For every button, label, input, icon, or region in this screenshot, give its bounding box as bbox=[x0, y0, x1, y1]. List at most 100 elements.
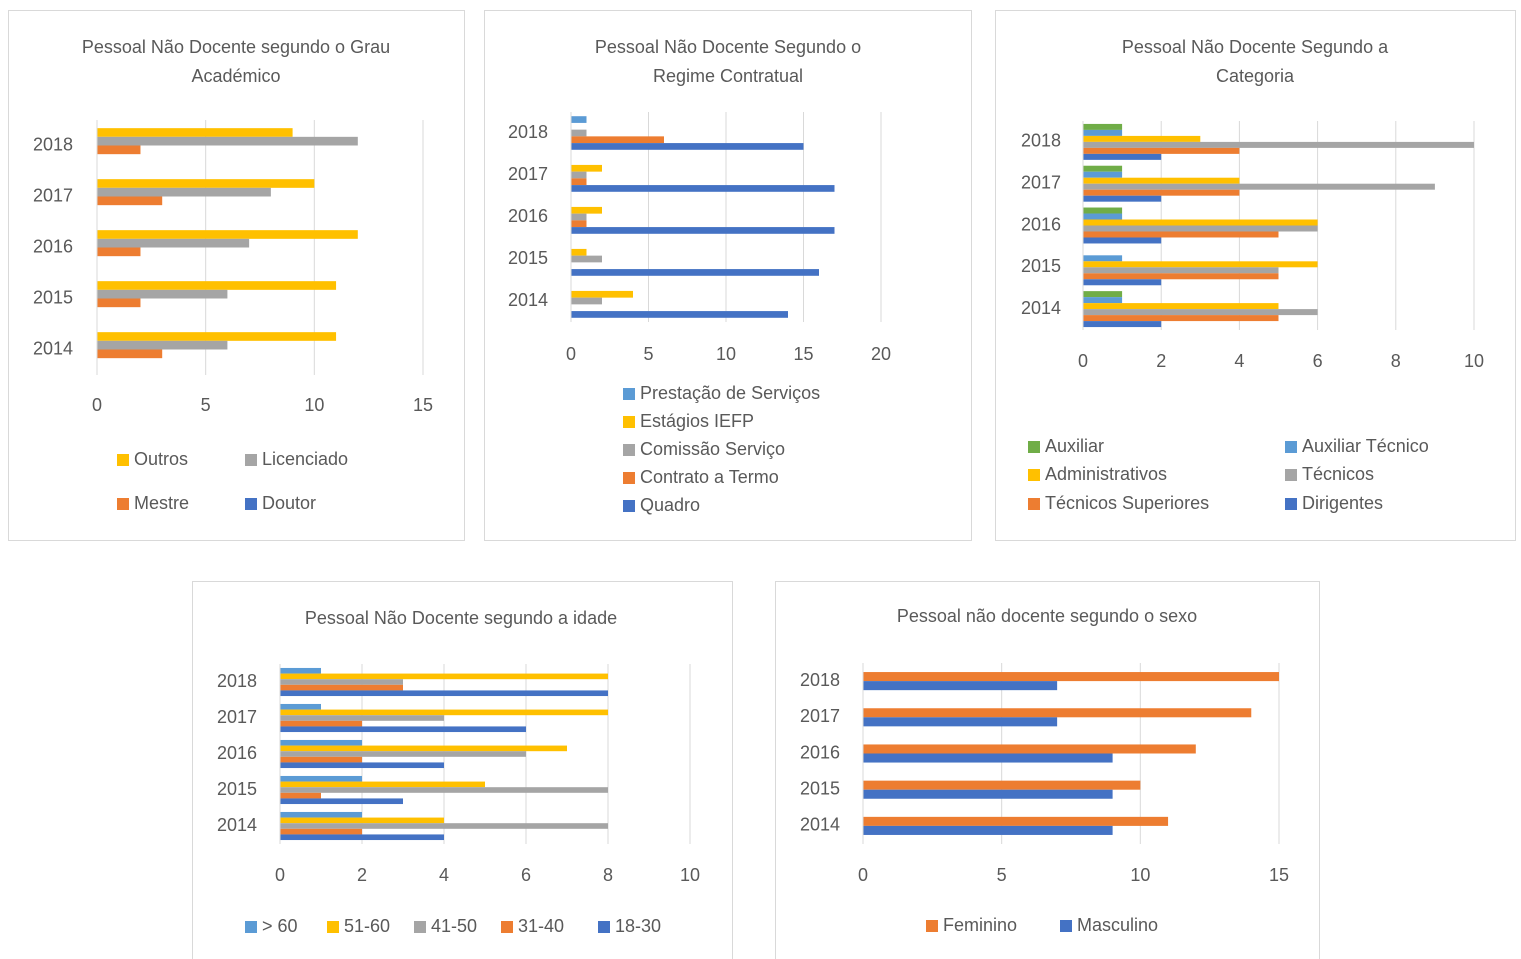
bar bbox=[97, 349, 163, 359]
legend-swatch bbox=[1060, 920, 1072, 932]
bar bbox=[571, 116, 587, 123]
legend-swatch bbox=[623, 416, 635, 428]
chart-title: Pessoal Não Docente Segundo a Categoria bbox=[1121, 37, 1389, 86]
legend-label: Mestre bbox=[134, 493, 189, 513]
x-tick-label: 10 bbox=[304, 395, 324, 415]
bar bbox=[1083, 123, 1123, 130]
legend-label: Feminino bbox=[943, 915, 1017, 935]
chart-title: Pessoal Não Docente segundo a idade bbox=[304, 608, 618, 628]
x-tick-label: 20 bbox=[871, 344, 891, 364]
bar bbox=[571, 220, 587, 228]
bar bbox=[1083, 315, 1279, 322]
bar bbox=[1083, 219, 1318, 226]
bar bbox=[1083, 237, 1162, 244]
x-tick-label: 10 bbox=[680, 865, 700, 885]
bar bbox=[571, 227, 835, 234]
x-tick-label: 15 bbox=[793, 344, 813, 364]
bar bbox=[280, 787, 608, 793]
y-tick-label: 2014 bbox=[217, 815, 257, 835]
x-tick-label: 2 bbox=[1156, 351, 1166, 371]
y-tick-label: 2017 bbox=[800, 706, 840, 726]
bar bbox=[863, 816, 1169, 826]
x-tick-label: 0 bbox=[92, 395, 102, 415]
bar bbox=[280, 792, 321, 799]
bar bbox=[97, 145, 141, 155]
bar bbox=[280, 709, 608, 716]
legend-swatch bbox=[1028, 469, 1040, 481]
bar bbox=[280, 775, 362, 782]
legend-label: 18-30 bbox=[615, 916, 661, 936]
bar bbox=[280, 781, 485, 788]
x-tick-label: 5 bbox=[997, 865, 1007, 885]
bar bbox=[97, 230, 358, 239]
bar bbox=[97, 128, 293, 137]
legend-label: Técnicos Superiores bbox=[1045, 493, 1209, 513]
y-tick-label: 2017 bbox=[1021, 172, 1061, 192]
x-tick-label: 0 bbox=[1078, 351, 1088, 371]
legend-label: Quadro bbox=[640, 495, 700, 515]
x-tick-label: 15 bbox=[413, 395, 433, 415]
y-tick-label: 2018 bbox=[800, 670, 840, 690]
y-tick-label: 2018 bbox=[33, 134, 73, 154]
bar bbox=[97, 247, 141, 257]
bar bbox=[280, 811, 362, 818]
bar bbox=[571, 136, 664, 144]
bar bbox=[97, 238, 250, 248]
bar bbox=[571, 311, 788, 318]
legend-swatch bbox=[1285, 469, 1297, 481]
y-tick-label: 2014 bbox=[508, 290, 548, 310]
bar bbox=[97, 196, 163, 206]
bar bbox=[1083, 153, 1162, 160]
bar bbox=[280, 828, 362, 835]
bar bbox=[1083, 273, 1279, 280]
bar bbox=[1083, 261, 1318, 268]
chart-title: Pessoal Não Docente segundo o Grau Acadé… bbox=[81, 37, 391, 86]
x-tick-label: 4 bbox=[439, 865, 449, 885]
y-tick-label: 2016 bbox=[508, 206, 548, 226]
legend-label: Prestação de Serviços bbox=[640, 383, 820, 403]
bar bbox=[863, 825, 1113, 835]
legend-swatch bbox=[327, 921, 339, 933]
y-tick-label: 2014 bbox=[1021, 298, 1061, 318]
bar bbox=[280, 798, 403, 805]
panel bbox=[775, 581, 1320, 959]
x-tick-label: 6 bbox=[521, 865, 531, 885]
legend-swatch bbox=[245, 921, 257, 933]
legend-label: Comissão Serviço bbox=[640, 439, 785, 459]
bar bbox=[1083, 297, 1123, 304]
bar bbox=[97, 298, 141, 308]
bar bbox=[1083, 213, 1123, 220]
y-tick-label: 2016 bbox=[1021, 214, 1061, 234]
y-tick-label: 2015 bbox=[217, 779, 257, 799]
bar bbox=[97, 179, 315, 188]
y-tick-label: 2015 bbox=[800, 778, 840, 798]
y-tick-label: 2018 bbox=[508, 122, 548, 142]
bar bbox=[571, 213, 587, 221]
panel bbox=[8, 10, 465, 541]
bar bbox=[97, 281, 337, 290]
x-tick-label: 10 bbox=[1130, 865, 1150, 885]
bar bbox=[571, 178, 587, 186]
bar bbox=[280, 667, 321, 674]
bar bbox=[280, 684, 403, 691]
bar bbox=[1083, 267, 1279, 274]
bar bbox=[97, 187, 271, 197]
bar bbox=[863, 744, 1196, 754]
bar bbox=[1083, 183, 1435, 190]
legend-label: Outros bbox=[134, 449, 188, 469]
legend-label: 31-40 bbox=[518, 916, 564, 936]
bar bbox=[571, 164, 602, 172]
bar bbox=[1083, 177, 1240, 184]
legend-label: Auxiliar Técnico bbox=[1302, 436, 1429, 456]
bar bbox=[280, 703, 321, 710]
bar bbox=[280, 720, 362, 727]
legend-label: Masculino bbox=[1077, 915, 1158, 935]
legend-label: Técnicos bbox=[1302, 464, 1374, 484]
bar bbox=[280, 762, 444, 769]
bar bbox=[280, 817, 444, 824]
bar bbox=[571, 143, 804, 150]
bar bbox=[280, 673, 608, 680]
legend-label: 41-50 bbox=[431, 916, 477, 936]
x-tick-label: 5 bbox=[643, 344, 653, 364]
